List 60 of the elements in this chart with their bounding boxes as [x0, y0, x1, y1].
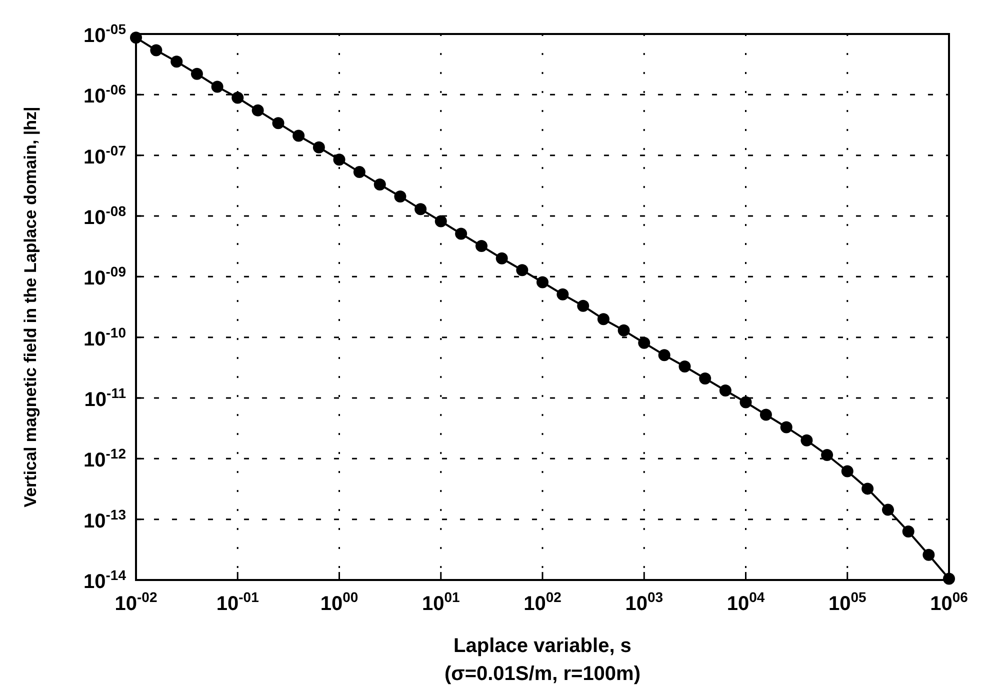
- y-tick-label: 10$^{-06}$: [84, 82, 126, 108]
- y-tick-label: 10$^{-11}$: [84, 385, 126, 411]
- point: [394, 190, 406, 202]
- x-tick-label: 10$^{04}$: [726, 589, 765, 615]
- point: [414, 203, 427, 216]
- y-axis-title: Vertical magnetic field in the Laplace domain, |hz|: [21, 106, 40, 508]
- x-tick-label: 10$^{05}$: [828, 589, 866, 615]
- point: [130, 32, 142, 44]
- point: [841, 465, 854, 478]
- point: [374, 178, 386, 191]
- point: [150, 44, 162, 56]
- y-tick-label: 10$^{-12}$: [84, 446, 126, 472]
- point: [190, 68, 203, 80]
- point: [618, 324, 630, 336]
- x-tick-label: 10$^{01}$: [422, 589, 460, 615]
- point: [272, 117, 284, 130]
- point: [252, 104, 264, 116]
- point: [638, 336, 650, 349]
- y-tick-label: 10$^{-09}$: [84, 264, 126, 290]
- y-tick-label: 10$^{-07}$: [84, 142, 126, 168]
- point: [597, 313, 610, 326]
- point: [434, 215, 447, 228]
- point: [556, 288, 569, 300]
- x-tick-label: 10$^{00}$: [320, 589, 358, 615]
- point: [780, 421, 792, 434]
- point: [882, 504, 894, 516]
- point: [516, 264, 528, 276]
- point: [577, 300, 590, 312]
- point: [740, 396, 752, 408]
- point: [312, 141, 325, 154]
- y-tick-label: 10$^{-08}$: [84, 203, 126, 229]
- point: [719, 384, 732, 396]
- x-axis-title: Laplace variable, s (σ=0.01S/m, r=100m): [444, 635, 641, 685]
- x-tick-label: 10$^{06}$: [930, 589, 968, 615]
- y-tick-label: 10$^{-10}$: [84, 324, 126, 350]
- point: [902, 526, 914, 538]
- y-tick-label: 10$^{-13}$: [84, 506, 126, 532]
- point: [536, 276, 548, 288]
- point: [800, 434, 813, 446]
- point: [760, 408, 772, 421]
- point: [658, 349, 670, 362]
- y-tick-label: 10$^{-05}$: [84, 21, 126, 47]
- point: [232, 92, 244, 104]
- x-tick-label: 10$^{-01}$: [216, 589, 260, 615]
- point: [170, 56, 183, 68]
- point: [821, 448, 834, 461]
- point: [862, 482, 874, 495]
- point: [678, 360, 691, 373]
- point: [333, 154, 346, 166]
- point: [455, 228, 468, 240]
- point: [211, 80, 224, 93]
- point: [943, 572, 955, 585]
- point: [353, 166, 366, 178]
- x-tick-label: 10$^{02}$: [524, 589, 562, 615]
- point: [292, 130, 305, 142]
- point: [699, 372, 712, 384]
- x-tick-label: 10$^{03}$: [625, 589, 664, 615]
- point: [475, 240, 488, 252]
- point: [922, 548, 935, 561]
- point: [496, 252, 508, 264]
